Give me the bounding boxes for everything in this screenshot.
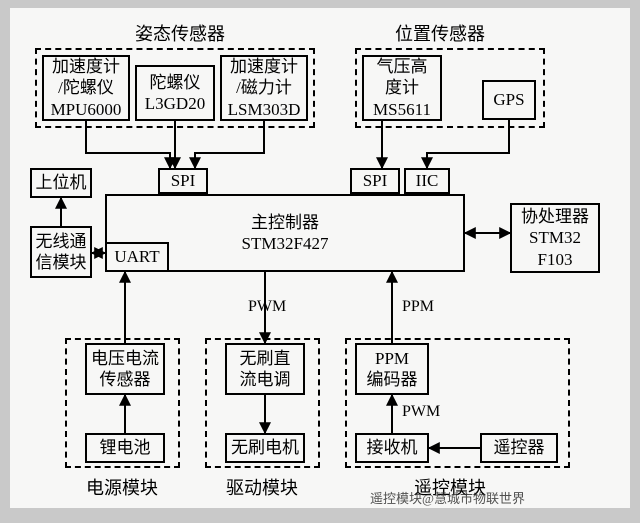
group-label-power: 电源模块 (82, 474, 162, 500)
group-label-position: 位置传感器 (390, 20, 490, 46)
node-esc: 无刷直流电调 (225, 343, 305, 395)
group-label-drive: 驱动模块 (222, 474, 302, 500)
node-gps: GPS (482, 80, 536, 120)
node-battery: 锂电池 (85, 433, 165, 463)
watermark: 遥控模块@慧城市物联世界 (370, 488, 525, 507)
node-mpu6000: 加速度计/陀螺仪MPU6000 (42, 55, 130, 121)
node-motor: 无刷电机 (225, 433, 305, 463)
node-uart: UART (105, 242, 169, 272)
node-coproc: 协处理器STM32F103 (510, 203, 600, 273)
node-remote_ctl: 遥控器 (480, 433, 558, 463)
node-l3gd20: 陀螺仪L3GD20 (135, 65, 215, 121)
node-spi2: SPI (350, 168, 400, 194)
node-ppm_enc: PPM编码器 (355, 343, 429, 395)
node-rx: 接收机 (355, 433, 429, 463)
bus-label-ppm: PPM (402, 298, 434, 316)
node-ms5611: 气压高度计MS5611 (362, 55, 442, 121)
node-radio: 无线通信模块 (30, 226, 92, 278)
group-label-attitude: 姿态传感器 (130, 20, 230, 46)
bus-label-pwm-rx: PWM (402, 403, 440, 421)
node-spi1: SPI (158, 168, 208, 194)
node-lsm303d: 加速度计/磁力计LSM303D (220, 55, 308, 121)
node-vsense: 电压电流传感器 (85, 343, 165, 395)
bus-label-pwm-drive: PWM (248, 298, 286, 316)
node-host: 上位机 (30, 168, 92, 198)
node-iic: IIC (404, 168, 450, 194)
